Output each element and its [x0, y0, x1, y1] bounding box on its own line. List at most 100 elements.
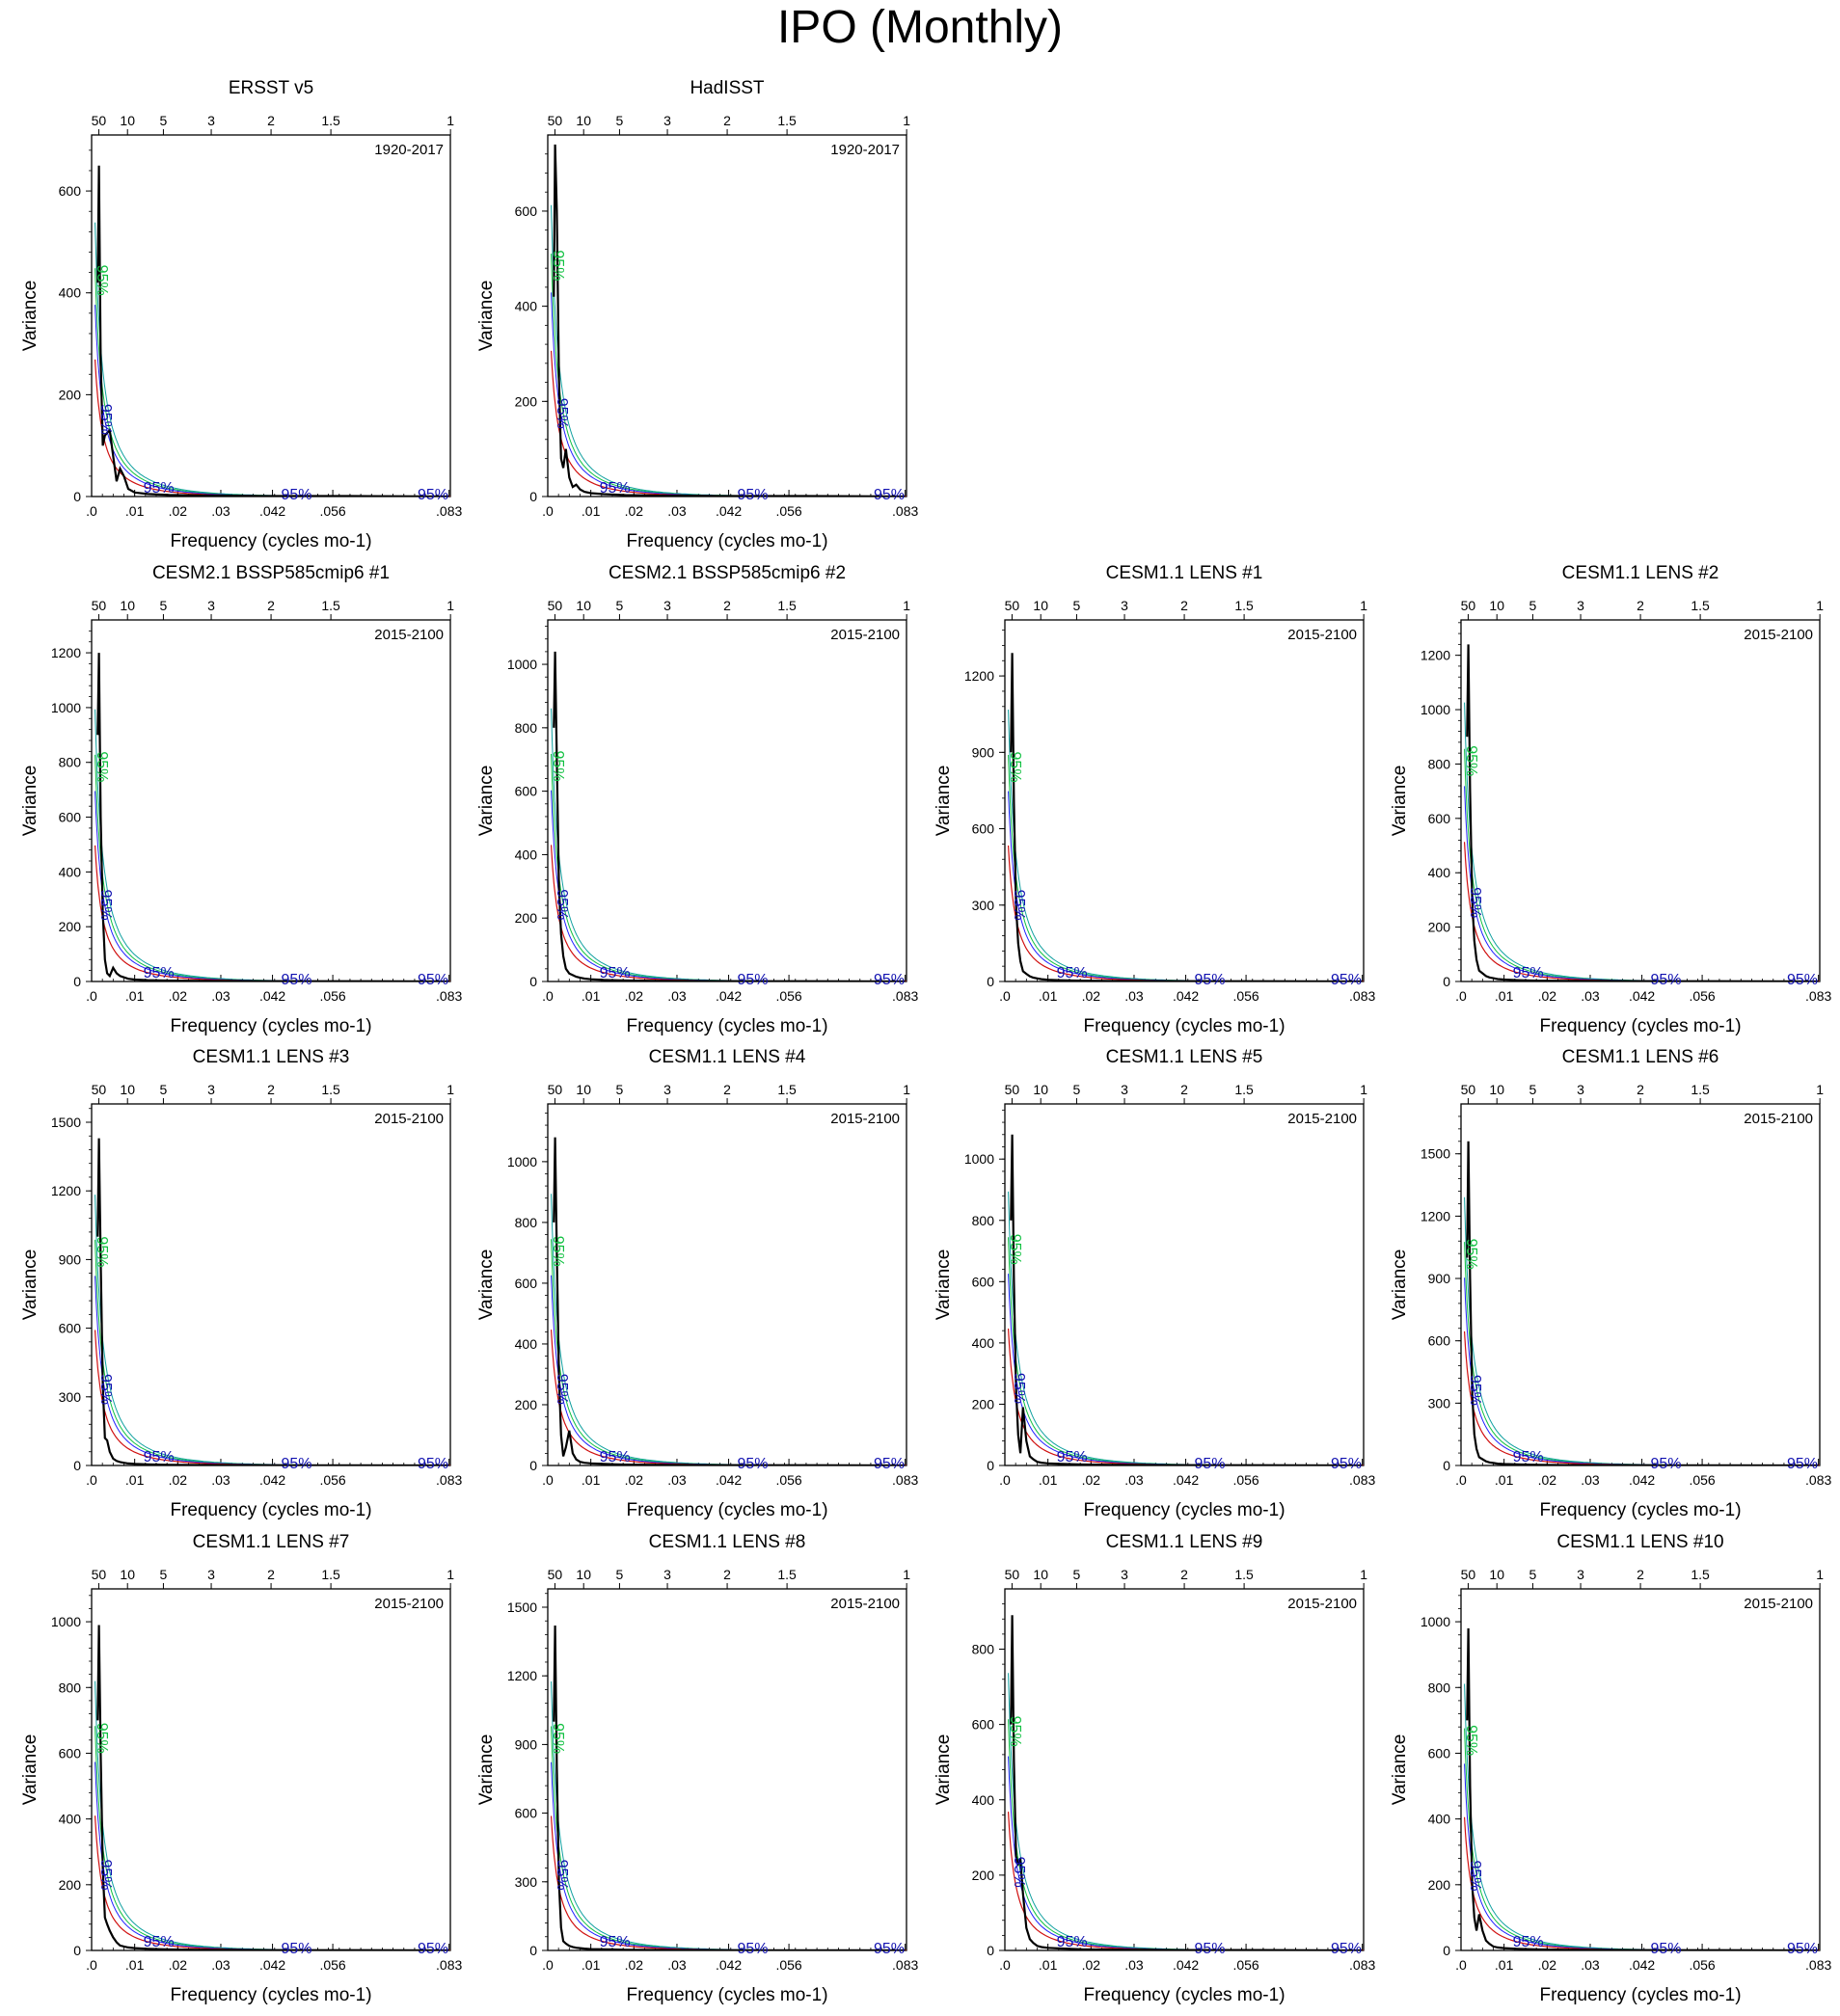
x-tick-label: .01 [582, 1472, 601, 1488]
confidence-curve-95 [1008, 1237, 1364, 1465]
top-tick-label: 5 [160, 598, 168, 613]
x-tick-label: .01 [1495, 1472, 1514, 1488]
top-tick-label: 50 [1005, 1567, 1020, 1582]
x-tick-label: .02 [1538, 1472, 1557, 1488]
confidence-curve-90 [1008, 1274, 1364, 1465]
confidence-label: 95% [1011, 1857, 1027, 1888]
spectrum-panel: CESM1.1 LENS #1 2015-2100 .0 .01 .02 .03 .042.… [934, 563, 1375, 1036]
red-noise-curve [95, 1330, 450, 1465]
x-tick-label: .01 [1039, 1472, 1058, 1488]
top-tick-label: 50 [1461, 1567, 1476, 1582]
panel-title: CESM1.1 LENS #9 [1106, 1532, 1263, 1552]
confidence-label: 95% [554, 1860, 570, 1891]
x-tick-label: .0 [542, 503, 554, 519]
spectrum-line [1010, 1134, 1363, 1465]
top-tick-label: 3 [207, 1567, 215, 1582]
top-tick-label: 2 [1637, 1567, 1644, 1582]
x-tick-label: .01 [582, 988, 601, 1004]
confidence-curve-99 [95, 1195, 450, 1465]
top-tick-label: 2 [267, 598, 275, 613]
x-tick-label: .083 [436, 1472, 462, 1488]
x-tick-label: .02 [169, 988, 188, 1004]
x-tick-label: .03 [1581, 988, 1600, 1004]
confidence-curve-99 [551, 708, 906, 981]
top-tick-label: 10 [1033, 1567, 1048, 1582]
x-axis-label: Frequency (cycles mo-1) [1083, 1016, 1285, 1036]
confidence-label: 95% [1513, 965, 1544, 981]
spectrum-panel: CESM1.1 LENS #9 2015-2100 .0 .01 .02 .03 .042.… [934, 1532, 1375, 2005]
x-tick-label: .056 [775, 988, 801, 1004]
x-tick-label: .03 [667, 1957, 687, 1973]
y-tick-label: 0 [987, 1943, 994, 1958]
top-tick-label: 3 [207, 1082, 215, 1097]
confidence-label: 95% [1787, 1456, 1818, 1472]
spectrum-line [96, 1138, 449, 1465]
top-tick-label: 10 [1489, 1567, 1504, 1582]
y-tick-label: 0 [987, 1458, 994, 1473]
confidence-label: 95% [1467, 887, 1483, 918]
x-tick-label: .03 [1581, 1957, 1600, 1973]
x-tick-label: .0 [1455, 1472, 1467, 1488]
top-tick-label: 10 [1033, 1082, 1048, 1097]
x-tick-label: .042 [259, 1957, 285, 1973]
y-tick-label: 400 [515, 299, 538, 314]
y-tick-label: 300 [515, 1874, 538, 1890]
x-tick-label: .056 [775, 1472, 801, 1488]
spectrum-line [553, 651, 906, 981]
x-tick-label: .056 [1689, 1472, 1715, 1488]
confidence-label: 95% [1194, 1941, 1225, 1957]
top-tick-label: 50 [92, 113, 107, 128]
confidence-curve-90 [1008, 1756, 1364, 1950]
confidence-curve-95 [551, 754, 906, 981]
y-tick-label: 400 [59, 864, 82, 879]
top-tick-label: 5 [616, 1082, 624, 1097]
curves [1008, 653, 1364, 981]
x-tick-label: .02 [1082, 1957, 1101, 1973]
spectrum-line [553, 1625, 906, 1950]
curves [1008, 1134, 1364, 1465]
confidence-label: 95% [554, 398, 570, 429]
y-axis-label: Variance [934, 1250, 954, 1321]
panel-title: CESM1.1 LENS #1 [1106, 563, 1263, 583]
confidence-curve-95 [551, 1239, 906, 1465]
confidence-label: 95% [550, 751, 566, 782]
top-tick-label: 10 [120, 598, 135, 613]
x-tick-label: .083 [436, 503, 462, 519]
curves [1008, 1615, 1364, 1950]
period-label: 2015-2100 [374, 1596, 444, 1612]
confidence-curve-95 [551, 254, 906, 497]
confidence-curve-90 [95, 1276, 450, 1465]
y-tick-label: 800 [59, 755, 82, 770]
top-tick-label: 3 [207, 598, 215, 613]
x-tick-label: .0 [542, 1472, 554, 1488]
x-tick-label: .056 [1689, 988, 1715, 1004]
confidence-label: 95% [1331, 1941, 1362, 1957]
confidence-curve-99 [1008, 1673, 1364, 1950]
confidence-label: 95% [1194, 1456, 1225, 1472]
y-axis-label: Variance [20, 766, 41, 837]
y-tick-label: 200 [59, 387, 82, 402]
y-tick-label: 0 [73, 1458, 81, 1473]
spectrum-line [1466, 644, 1819, 981]
plot-frame [1460, 1588, 1821, 1951]
confidence-curve-99 [1464, 1683, 1820, 1950]
top-tick-label: 1 [446, 598, 454, 613]
top-tick-label: 5 [160, 1567, 168, 1582]
top-tick-label: 5 [1529, 598, 1537, 613]
top-tick-label: 5 [1529, 1082, 1537, 1097]
confidence-label: 95% [1513, 1449, 1544, 1465]
y-tick-label: 800 [59, 1680, 82, 1695]
top-tick-label: 1 [1360, 598, 1367, 613]
top-tick-label: 3 [1121, 598, 1128, 613]
x-tick-label: .01 [125, 988, 145, 1004]
top-tick-label: 1 [1816, 598, 1824, 613]
x-tick-label: .0 [86, 1957, 97, 1973]
period-label: 2015-2100 [1287, 627, 1357, 643]
spectrum-panel: HadISST 1920-2017 .0 .01 .02 .03 .042 .056 .083 5… [476, 78, 918, 551]
plot-frame [547, 619, 907, 982]
top-tick-label: 50 [1461, 598, 1476, 613]
top-tick-label: 2 [1637, 1082, 1644, 1097]
curves [551, 651, 906, 981]
x-tick-label: .083 [436, 988, 462, 1004]
confidence-label: 95% [94, 265, 110, 296]
